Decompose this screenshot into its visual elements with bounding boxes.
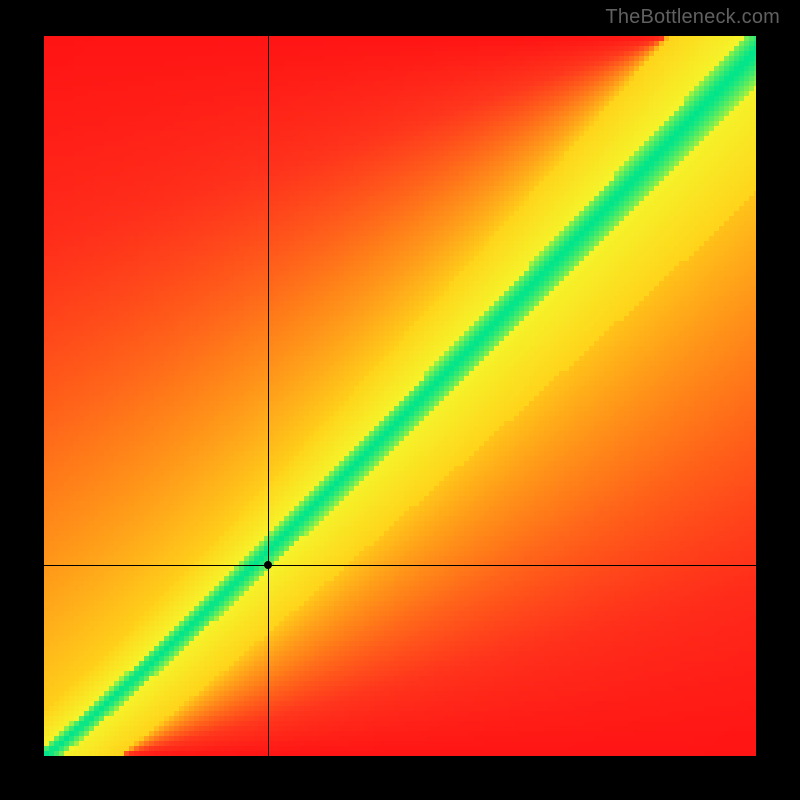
heatmap-canvas	[44, 36, 756, 756]
crosshair-marker	[264, 561, 272, 569]
heatmap-plot	[44, 36, 756, 756]
crosshair-vertical	[268, 36, 269, 756]
watermark-text: TheBottleneck.com	[605, 6, 780, 29]
crosshair-horizontal	[44, 565, 756, 566]
